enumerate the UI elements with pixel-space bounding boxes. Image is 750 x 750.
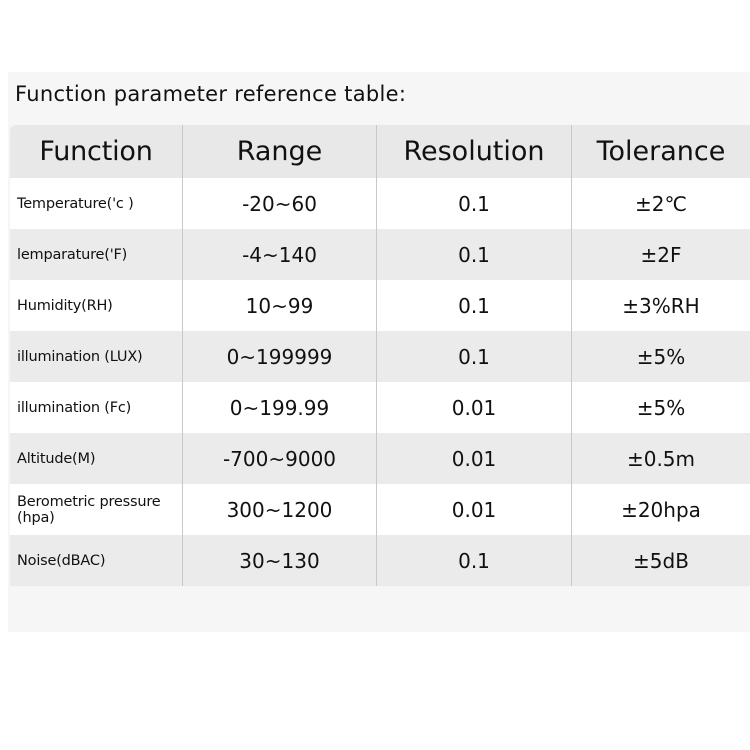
- table-cell: ±5dB: [633, 548, 689, 573]
- table-cell: ±5%: [636, 395, 686, 420]
- table-cell: ±2℃: [635, 191, 687, 216]
- header-cell: Tolerance: [596, 136, 726, 167]
- table-cell: illumination (Fc): [10, 382, 183, 433]
- table-cell: -700~9000: [183, 433, 377, 484]
- table-cell: 10~99: [183, 280, 377, 331]
- table-cell: 300~1200: [183, 484, 377, 535]
- table-cell: 30~130: [183, 535, 377, 586]
- table-cell: 0~199.99: [183, 382, 377, 433]
- table-cell: 0.1: [377, 535, 572, 586]
- table-row: Altitude(M) -700~9000 0.01 ±0.5m: [10, 433, 750, 484]
- header-cell: Range: [183, 125, 377, 178]
- table-cell: ±0.5m: [626, 446, 696, 471]
- table-row: Temperature('c ) -20~60 0.1 ±2℃: [10, 178, 750, 229]
- table-row: Berometric pressure (hpa) 300~1200 0.01 ±20…: [10, 484, 750, 535]
- table-cell: Berometric pressure (hpa): [10, 484, 183, 535]
- header-cell: Function: [10, 125, 183, 178]
- table-cell: Noise(dBAC): [10, 535, 183, 586]
- table-cell: Humidity(RH): [10, 280, 183, 331]
- header-row: Function Range Resolution Tolerance: [10, 125, 750, 178]
- table-cell: 0.1: [377, 178, 572, 229]
- table-cell: 0.01: [377, 484, 572, 535]
- table-cell: ±20hpa: [621, 497, 701, 522]
- table-cell: ±5%: [636, 344, 686, 369]
- table-cell: illumination (LUX): [10, 331, 183, 382]
- table-row: Humidity(RH) 10~99 0.1 ±3%RH: [10, 280, 750, 331]
- table-cell: -4~140: [183, 229, 377, 280]
- table: Function Range Resolution Tolerance Temp…: [10, 125, 750, 586]
- table-row: illumination (Fc) 0~199.99 0.01 ±5%: [10, 382, 750, 433]
- table-cell: Temperature('c ): [10, 178, 183, 229]
- table-cell: 0.1: [377, 280, 572, 331]
- table-row: lemparature('F) -4~140 0.1 ±2F: [10, 229, 750, 280]
- table-cell: 0~199999: [183, 331, 377, 382]
- table-cell: 0.01: [377, 382, 572, 433]
- table-cell: lemparature('F): [10, 229, 183, 280]
- table-cell: 0.1: [377, 229, 572, 280]
- table-cell: -20~60: [183, 178, 377, 229]
- table-row: illumination (LUX) 0~199999 0.1 ±5%: [10, 331, 750, 382]
- table-row: Noise(dBAC) 30~130 0.1 ±5dB: [10, 535, 750, 586]
- header-cell: Resolution: [377, 125, 572, 178]
- table-title: Function parameter reference table:: [15, 82, 407, 106]
- table-cell: 0.1: [377, 331, 572, 382]
- table-cell: 0.01: [377, 433, 572, 484]
- table-cell: ±3%RH: [622, 293, 700, 318]
- table-cell: Altitude(M): [10, 433, 183, 484]
- table-cell: ±2F: [640, 242, 682, 267]
